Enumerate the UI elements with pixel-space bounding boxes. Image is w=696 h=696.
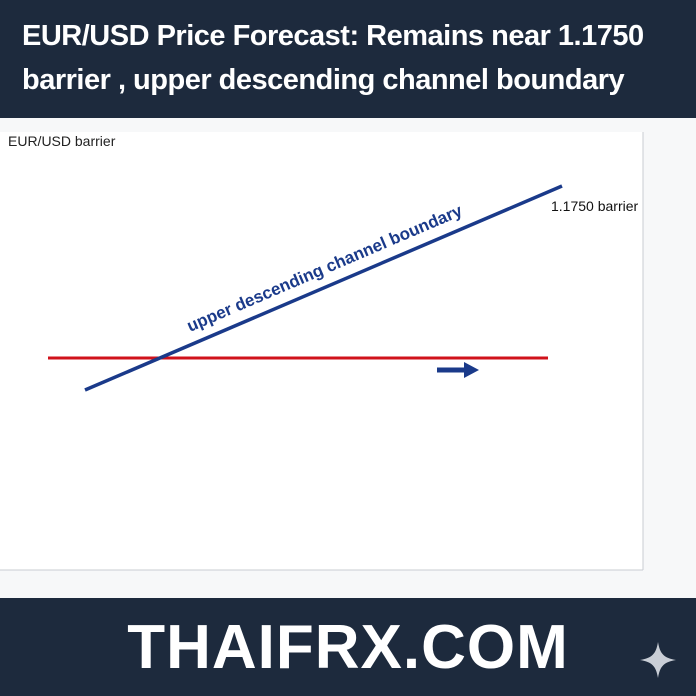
sparkle xyxy=(640,642,676,678)
panel-title: EUR/USD barrier xyxy=(8,133,116,149)
header: EUR/USD Price Forecast: Remains near 1.1… xyxy=(0,0,696,118)
plot-area xyxy=(0,132,643,570)
headline: EUR/USD Price Forecast: Remains near 1.1… xyxy=(22,20,644,96)
sparkle-icon xyxy=(640,642,676,678)
arrow-head xyxy=(464,362,479,378)
channel-line xyxy=(84,184,563,392)
chart: EUR/USD barrier 1.1750 barrier upper des… xyxy=(0,118,696,598)
footer: THAIFRX.COM xyxy=(0,598,696,696)
barrier-label: 1.1750 barrier xyxy=(551,198,639,214)
brand: THAIFRX.COM xyxy=(127,613,569,682)
